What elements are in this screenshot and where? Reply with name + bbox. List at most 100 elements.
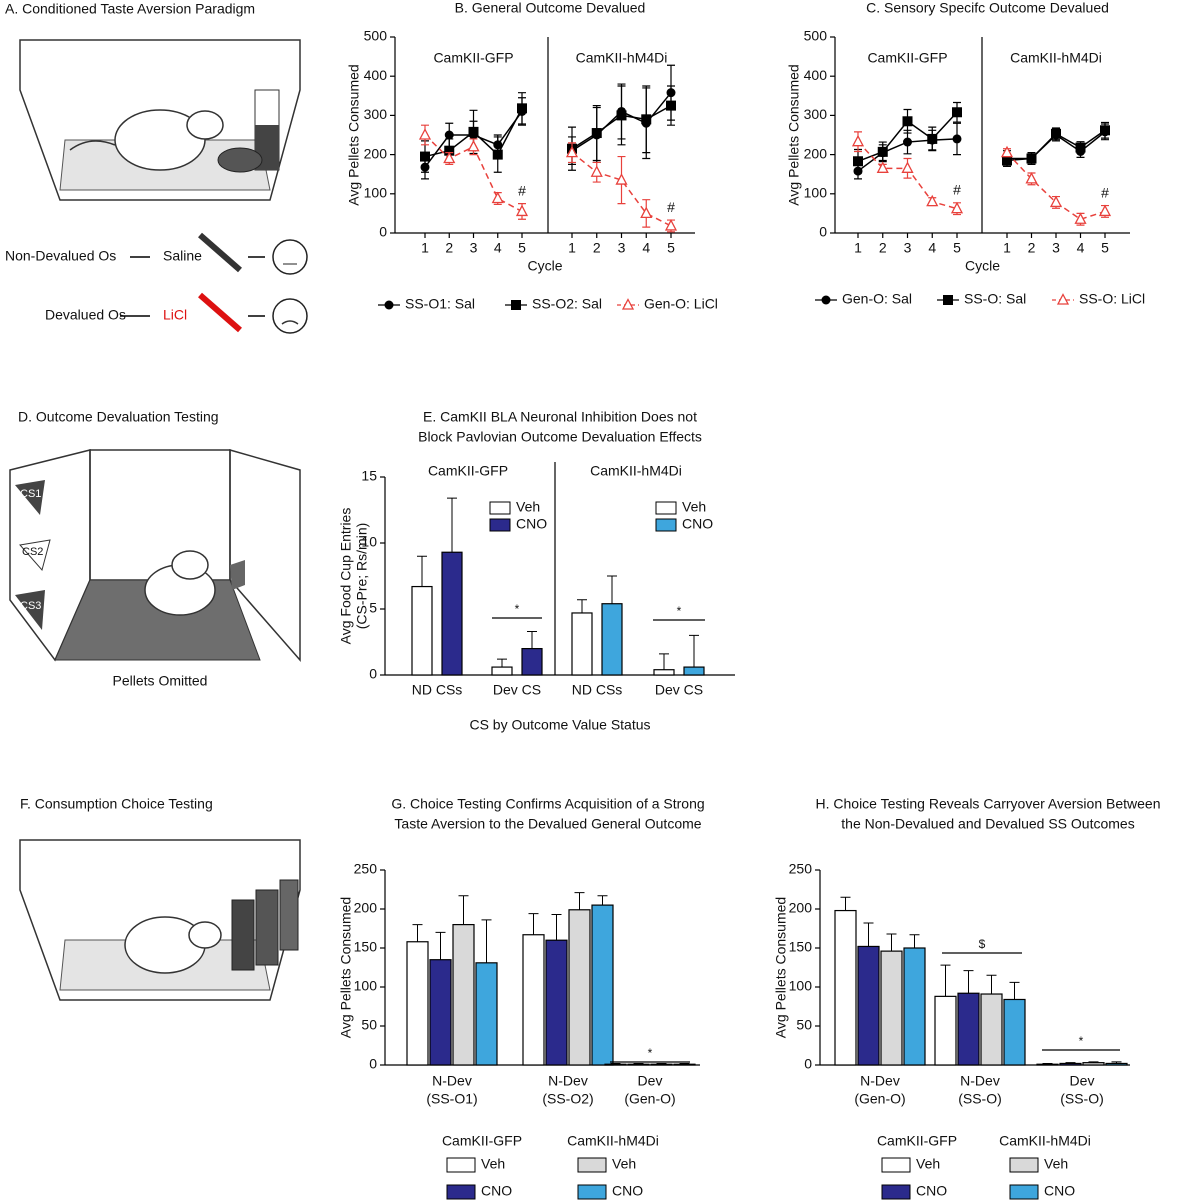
x-tick-label: 2 — [593, 240, 601, 256]
error-bar — [497, 658, 507, 668]
x-axis-label: Cycle — [527, 258, 562, 274]
x-tick-label: 5 — [667, 240, 675, 256]
x-tick-label: (SS-O) — [1060, 1091, 1104, 1107]
y-axis-label: (CS-Pre; Rs/min) — [354, 523, 370, 630]
cage-illustration-f — [19, 839, 301, 1001]
bar — [857, 945, 880, 1066]
marker — [590, 165, 603, 177]
cs-label: CS1 — [20, 488, 41, 500]
marker — [615, 173, 628, 185]
x-tick-label: ND CSs — [412, 682, 463, 698]
legend-swatch — [655, 518, 677, 532]
legend-label: CNO — [1044, 1183, 1075, 1199]
x-tick-label: N-Dev — [960, 1073, 1000, 1089]
error-bar — [689, 634, 699, 668]
y-tick-label: 500 — [364, 28, 388, 44]
marker — [492, 149, 503, 160]
x-tick-label: 2 — [879, 240, 887, 256]
y-tick-label: 300 — [804, 106, 828, 122]
marker — [901, 161, 914, 173]
y-tick-label: 150 — [354, 939, 378, 955]
y-tick-label: 50 — [796, 1017, 812, 1033]
marker — [420, 151, 430, 162]
legend-label: Veh — [481, 1156, 505, 1172]
y-tick-label: 200 — [364, 145, 388, 161]
x-axis-label: CS by Outcome Value Status — [469, 717, 650, 733]
error-bar — [909, 934, 920, 948]
y-tick-label: 100 — [364, 185, 388, 201]
error-bar — [659, 653, 669, 670]
legend-label: CNO — [481, 1183, 512, 1199]
x-tick-label: 4 — [1077, 240, 1085, 256]
marker — [952, 107, 962, 118]
x-tick-label: 3 — [1052, 240, 1060, 256]
y-tick-label: 250 — [354, 861, 378, 877]
legend-title: CamKII-hM4Di — [567, 1133, 659, 1149]
error-bar — [986, 974, 997, 995]
error-bar — [528, 913, 539, 935]
legend-swatch — [489, 501, 511, 515]
legend-label: CNO — [516, 516, 547, 532]
legend-swatch — [577, 1184, 607, 1200]
cs-label: CS2 — [22, 546, 43, 558]
legend-label: Veh — [516, 499, 540, 515]
error-bar — [551, 913, 562, 941]
marker — [1100, 125, 1110, 136]
y-tick-label: 150 — [789, 939, 813, 955]
bar — [683, 666, 705, 676]
error-bar — [481, 919, 492, 963]
y-tick-label: 500 — [804, 28, 828, 44]
marker — [517, 103, 527, 114]
y-tick-label: 50 — [361, 1017, 377, 1033]
legend-marker — [821, 295, 831, 305]
bar — [411, 585, 433, 676]
legend-label: CNO — [682, 516, 713, 532]
y-tick-label: 0 — [369, 1056, 377, 1072]
error-bar — [577, 599, 587, 613]
group-label: CamKII-GFP — [867, 50, 947, 66]
bar — [957, 992, 980, 1066]
legend-title: CamKII-GFP — [877, 1133, 957, 1149]
error-bar — [412, 924, 423, 942]
error-bar — [886, 933, 897, 952]
flow-label: LiCl — [163, 307, 187, 323]
legend-label: Veh — [612, 1156, 636, 1172]
chart-title: the Non-Devalued and Devalued SS Outcome… — [841, 816, 1134, 832]
group-label: CamKII-hM4Di — [590, 463, 682, 479]
x-tick-label: 3 — [470, 240, 478, 256]
x-tick-label: 1 — [421, 240, 429, 256]
bar — [429, 959, 452, 1066]
marker — [444, 145, 455, 156]
x-tick-label: Dev — [638, 1073, 663, 1089]
x-tick-label: Dev CS — [655, 682, 703, 698]
error-bar — [863, 922, 874, 947]
y-tick-label: 0 — [379, 224, 387, 240]
y-tick-label: 0 — [804, 1056, 812, 1072]
marker — [640, 206, 653, 219]
x-tick-label: (Gen-O) — [624, 1091, 675, 1107]
group-label: CamKII-hM4Di — [1010, 50, 1102, 66]
y-tick-label: 250 — [789, 861, 813, 877]
legend-label: SS-O2: Sal — [532, 296, 602, 312]
bar — [650, 1063, 673, 1066]
x-tick-label: ND CSs — [572, 682, 623, 698]
bar — [452, 923, 475, 1066]
annotation: * — [677, 604, 682, 618]
marker — [565, 145, 579, 158]
bar — [441, 551, 463, 676]
cs-label: CS3 — [20, 600, 41, 612]
legend-label: SS-O: Sal — [964, 291, 1026, 307]
annotation: # — [667, 199, 675, 215]
flow-label: Devalued Os — [45, 307, 126, 323]
bar — [475, 962, 498, 1066]
error-bar — [840, 896, 851, 911]
x-tick-label: N-Dev — [860, 1073, 900, 1089]
legend-swatch — [1009, 1184, 1039, 1200]
legend-marker — [511, 300, 521, 310]
y-tick-label: 200 — [354, 900, 378, 916]
group-label: CamKII-GFP — [433, 50, 513, 66]
y-axis-label: Avg Pellets Consumed — [786, 64, 802, 205]
bar — [903, 947, 926, 1066]
y-axis-label: Avg Pellets Consumed — [773, 897, 789, 1038]
